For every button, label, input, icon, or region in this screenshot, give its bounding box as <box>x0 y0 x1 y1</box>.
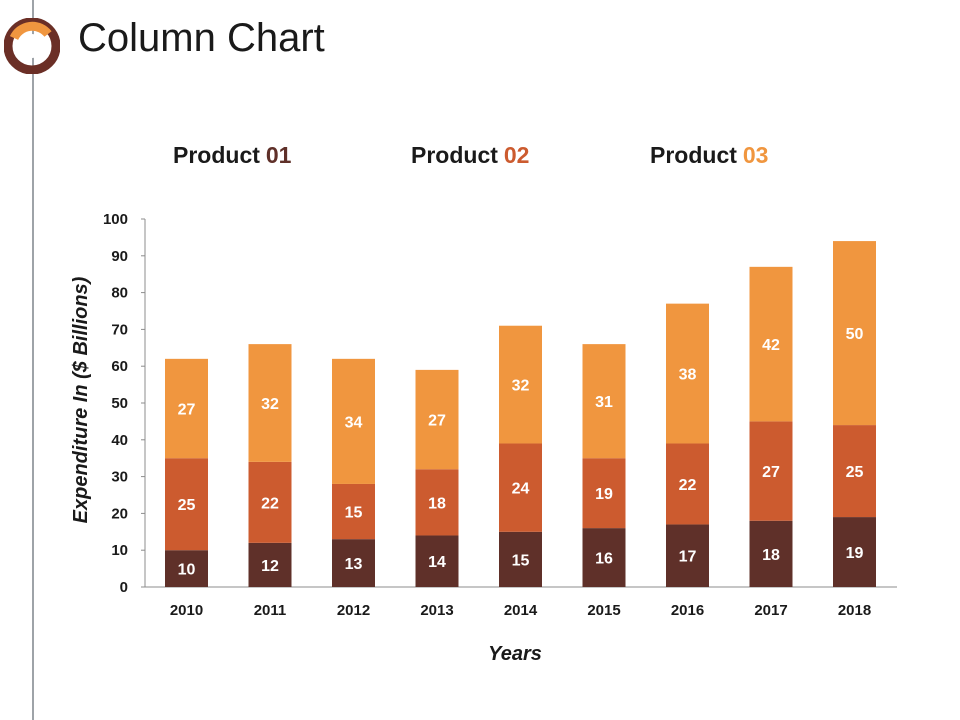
data-label: 14 <box>428 554 446 571</box>
data-label: 18 <box>428 495 446 512</box>
bar-segment-product-01 <box>165 550 208 587</box>
legend-number: 03 <box>742 142 769 168</box>
data-label: 17 <box>679 549 697 566</box>
bar-segment-product-02 <box>248 461 292 543</box>
data-label: 31 <box>595 394 613 411</box>
bar-segment-product-02 <box>165 458 208 551</box>
bar-segment-product-02 <box>499 443 542 532</box>
bar-segment-product-01 <box>582 528 626 587</box>
bar-segment-product-02 <box>666 443 709 525</box>
bar-segment-product-03 <box>666 303 709 444</box>
x-tick-label: 2017 <box>754 602 787 619</box>
bar-segment-product-01 <box>666 524 709 587</box>
data-label: 10 <box>178 562 196 579</box>
legend-number: 01 <box>265 142 292 168</box>
y-tick-label: 70 <box>111 321 128 338</box>
bar-segment-product-03 <box>749 266 793 422</box>
y-tick-label: 20 <box>111 505 128 522</box>
legend-label: Product <box>411 142 498 168</box>
legend-item-product-01: Product 01 <box>173 142 291 169</box>
data-label: 12 <box>261 558 279 575</box>
y-tick-label: 0 <box>120 579 128 596</box>
x-tick-label: 2016 <box>671 602 704 619</box>
bar-segment-product-01 <box>749 520 793 587</box>
data-label: 32 <box>261 396 279 413</box>
data-label: 19 <box>846 545 864 562</box>
slide-title: Column Chart <box>78 16 325 60</box>
y-tick-label: 90 <box>111 248 128 265</box>
x-tick-label: 2010 <box>170 602 203 619</box>
x-tick-label: 2015 <box>587 602 620 619</box>
x-tick-label: 2011 <box>254 602 287 619</box>
bar-segment-product-03 <box>332 358 375 484</box>
bar-segment-product-03 <box>582 344 626 459</box>
data-label: 32 <box>512 378 530 395</box>
data-label: 27 <box>428 413 446 430</box>
x-tick-label: 2013 <box>420 602 453 619</box>
bar-segment-product-01 <box>833 517 876 587</box>
x-tick-label: 2014 <box>504 602 538 619</box>
bar-segment-product-03 <box>499 325 542 444</box>
x-tick-label: 2018 <box>838 602 871 619</box>
data-label: 27 <box>178 402 196 419</box>
data-label: 18 <box>762 547 780 564</box>
data-label: 16 <box>595 551 613 568</box>
data-label: 22 <box>261 495 279 512</box>
bar-segment-product-02 <box>749 421 793 521</box>
x-axis-title: Years <box>488 643 542 665</box>
y-tick-label: 80 <box>111 285 128 302</box>
legend-number: 02 <box>503 142 530 168</box>
bar-segment-product-03 <box>248 344 292 462</box>
data-label: 24 <box>512 481 530 498</box>
legend-item-product-02: Product 02 <box>411 142 529 169</box>
bar-segment-product-01 <box>332 539 375 587</box>
data-label: 15 <box>512 552 530 569</box>
bar-segment-product-01 <box>248 542 292 587</box>
logo-icon <box>4 18 60 74</box>
data-label: 50 <box>846 326 864 343</box>
bar-segment-product-03 <box>165 358 208 459</box>
data-label: 25 <box>846 464 864 481</box>
y-axis-title: Expenditure In ($ Billions) <box>70 276 92 523</box>
bar-segment-product-03 <box>833 241 876 426</box>
data-label: 22 <box>679 477 697 494</box>
data-label: 19 <box>595 486 613 503</box>
legend-label: Product <box>173 142 260 168</box>
bar-segment-product-02 <box>332 483 375 540</box>
bar-segment-product-02 <box>415 469 459 536</box>
bar-segment-product-03 <box>415 369 459 470</box>
legend-label: Product <box>650 142 737 168</box>
y-tick-label: 50 <box>111 395 128 412</box>
legend-item-product-03: Product 03 <box>650 142 768 169</box>
bar-segment-product-02 <box>582 458 626 529</box>
bar-segment-product-02 <box>833 425 876 518</box>
x-tick-label: 2012 <box>337 602 370 619</box>
data-label: 25 <box>178 497 196 514</box>
bar-segment-product-01 <box>415 535 459 587</box>
y-tick-label: 100 <box>103 211 128 228</box>
y-tick-label: 10 <box>111 542 128 559</box>
data-label: 38 <box>679 367 697 384</box>
data-label: 15 <box>345 505 363 522</box>
data-label: 27 <box>762 464 780 481</box>
bar-segment-product-01 <box>499 531 542 587</box>
y-tick-label: 60 <box>111 358 128 375</box>
slide-left-rule <box>32 0 34 720</box>
data-label: 42 <box>762 337 780 354</box>
data-label: 13 <box>345 556 363 573</box>
data-label: 34 <box>345 414 363 431</box>
y-tick-label: 40 <box>111 432 128 449</box>
y-tick-label: 30 <box>111 469 128 486</box>
